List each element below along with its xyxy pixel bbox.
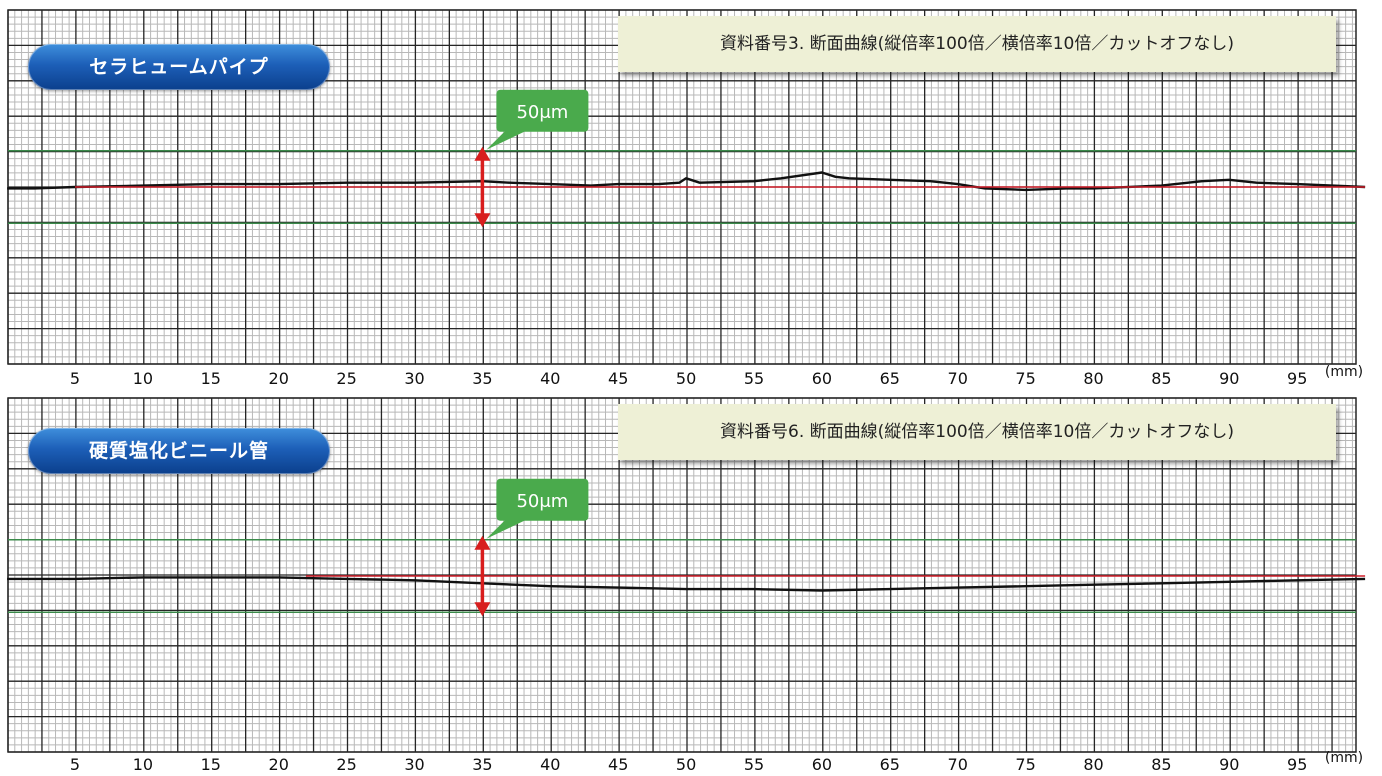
x-tick-label: 65 (880, 369, 900, 388)
x-tick-label: 10 (133, 755, 153, 774)
x-tick-label: 55 (744, 369, 764, 388)
x-tick-label: 60 (812, 755, 832, 774)
profile-line (7, 576, 1366, 592)
x-tick-label: 85 (1151, 755, 1171, 774)
x-axis-unit: (mm) (1325, 364, 1363, 380)
material-label: 硬質塩化ビニール管 (28, 428, 330, 474)
material-label: セラヒュームパイプ (28, 44, 330, 90)
x-tick-label: 40 (540, 755, 560, 774)
scale-label: 50μm (516, 102, 568, 123)
x-tick-label: 95 (1287, 369, 1307, 388)
x-tick-label: 30 (404, 755, 424, 774)
x-tick-label: 65 (880, 755, 900, 774)
x-tick-label: 10 (133, 369, 153, 388)
x-tick-label: 55 (744, 755, 764, 774)
x-tick-label: 45 (608, 369, 628, 388)
chart-panel-1: 5 10 15 20 25 30 35 40 45 50 55 60 65 70 75 80 85 90 95 (mm… (7, 9, 1366, 388)
x-tick-label: 80 (1083, 755, 1103, 774)
x-tick-label: 45 (608, 755, 628, 774)
x-tick-label: 50 (676, 755, 696, 774)
x-tick-label: 70 (948, 369, 968, 388)
scale-label: 50μm (516, 491, 568, 512)
x-tick-label: 35 (472, 755, 492, 774)
scale-arrow (474, 535, 491, 617)
x-tick-label: 35 (472, 369, 492, 388)
x-tick-label: 50 (676, 369, 696, 388)
x-tick-label: 25 (336, 755, 356, 774)
chart-title: 資料番号6. 断面曲線(縦倍率100倍／横倍率10倍／カットオフなし) (618, 404, 1336, 460)
scale-callout: 50μm (486, 89, 589, 150)
x-tick-label: 90 (1219, 755, 1239, 774)
x-tick-label: 75 (1015, 369, 1035, 388)
x-tick-label: 20 (269, 755, 289, 774)
plot-frame (7, 397, 1357, 753)
x-tick-label: 15 (201, 369, 221, 388)
x-tick-label: 85 (1151, 369, 1171, 388)
chart-title: 資料番号3. 断面曲線(縦倍率100倍／横倍率10倍／カットオフなし) (618, 16, 1336, 72)
x-tick-label: 5 (70, 755, 80, 774)
x-tick-label: 80 (1083, 369, 1103, 388)
x-tick-label: 95 (1287, 755, 1307, 774)
x-tick-label: 15 (201, 755, 221, 774)
scale-arrow (474, 146, 491, 228)
x-tick-label: 5 (70, 369, 80, 388)
x-tick-label: 75 (1015, 755, 1035, 774)
x-tick-label: 90 (1219, 369, 1239, 388)
chart-panel-2: 5 10 15 20 25 30 35 40 45 50 55 60 65 70 75 80 85 90 95 (mm… (0, 388, 1382, 776)
x-tick-label: 25 (336, 369, 356, 388)
x-axis-unit: (mm) (1325, 750, 1363, 766)
x-tick-label: 60 (812, 369, 832, 388)
x-tick-label: 20 (269, 369, 289, 388)
x-tick-label: 30 (404, 369, 424, 388)
scale-callout: 50μm (486, 478, 589, 539)
x-tick-label: 70 (948, 755, 968, 774)
x-tick-label: 40 (540, 369, 560, 388)
